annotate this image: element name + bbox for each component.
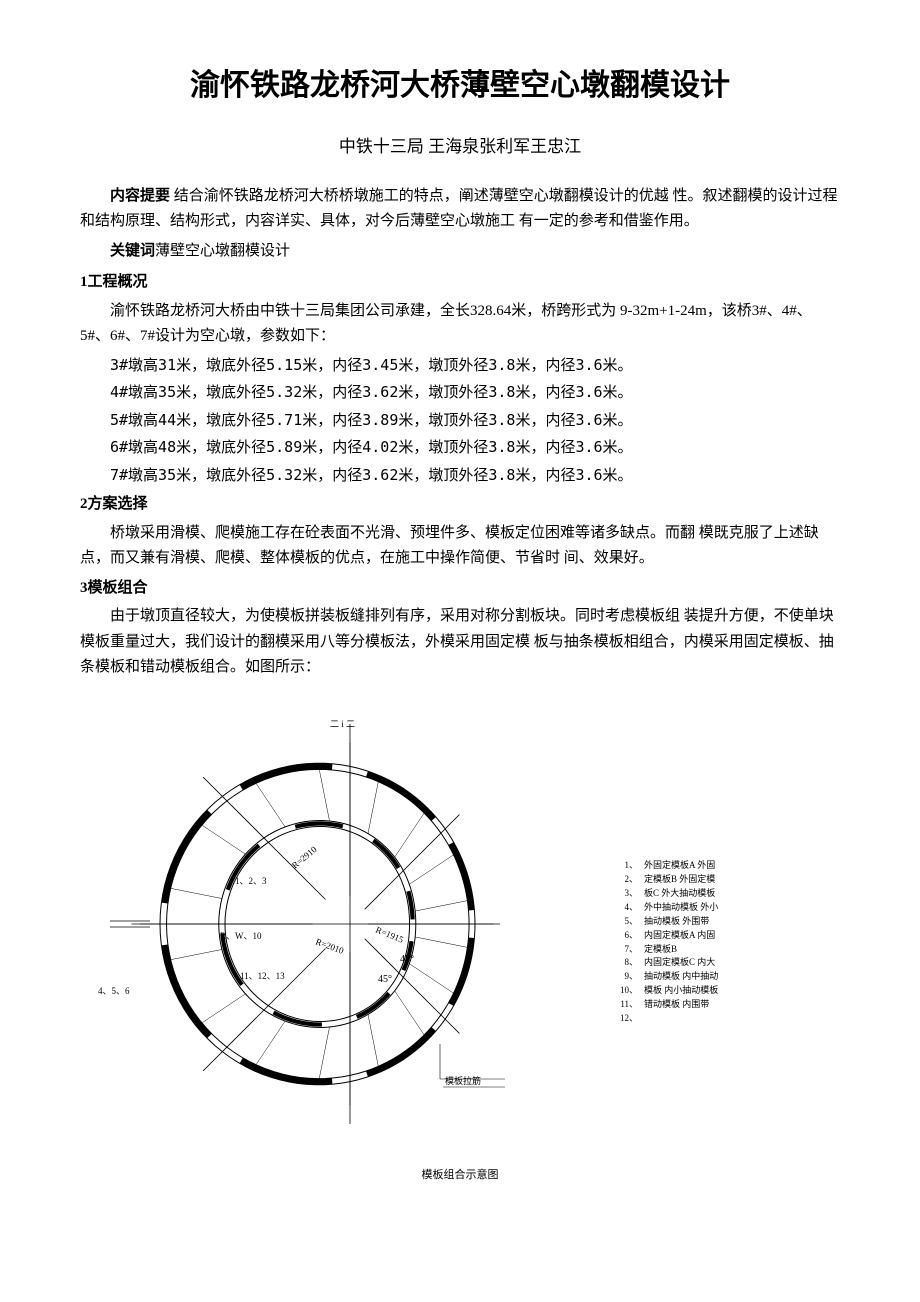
- svg-text:R、W、10: R、W、10: [220, 931, 262, 941]
- section-3-p1: 由于墩顶直径较大，为使模板拼装板缝排列有序，采用对称分割板块。同时考虑模板组 装…: [80, 604, 840, 681]
- legend-item: 5、抽动模板 外围带: [620, 915, 770, 929]
- keywords-text: 薄壁空心墩翻模设计: [155, 243, 290, 259]
- section-3-title: 3模板组合: [80, 576, 840, 602]
- keywords-label: 关键词: [110, 243, 155, 259]
- pier-line: 7#墩高35米，墩底外径5.32米，内径3.62米，墩顶外径3.8米，内径3.6…: [80, 463, 840, 489]
- legend-item: 10、模板 内小抽动模板: [620, 984, 770, 998]
- legend-item: 4、外中抽动模板 外小: [620, 901, 770, 915]
- legend-item: 2、定模板B 外固定模: [620, 873, 770, 887]
- svg-text:R=2910: R=2910: [290, 844, 319, 871]
- svg-text:45°: 45°: [400, 954, 414, 965]
- legend-item: 1、外固定模板A 外固: [620, 859, 770, 873]
- pier-line: 4#墩高35米，墩底外径5.32米，内径3.62米，墩顶外径3.8米，内径3.6…: [80, 380, 840, 406]
- section-2-title: 2方案选择: [80, 492, 840, 518]
- template-assembly-diagram: R=2910 R=2010 R=1915 45° 45° 4、5、6 二 i 二 1、2、3 1…: [80, 709, 600, 1149]
- figure-legend: 1、外固定模板A 外固2、定模板B 外固定模3、板C 外大抽动模板4、外中抽动模…: [620, 709, 770, 1026]
- svg-text:R=1915: R=1915: [374, 924, 405, 944]
- svg-text:4、5、6: 4、5、6: [98, 986, 130, 996]
- svg-text:1、2、3: 1、2、3: [235, 876, 267, 886]
- legend-item: 7、定模板B: [620, 943, 770, 957]
- legend-item: 6、内固定模板A 内固: [620, 929, 770, 943]
- legend-item: 11、错动模板 内围带: [620, 998, 770, 1012]
- section-1-title: 1工程概况: [80, 270, 840, 296]
- pier-line: 6#墩高48米，墩底外径5.89米，内径4.02米，墩顶外径3.8米，内径3.6…: [80, 435, 840, 461]
- authors-line: 中铁十三局 王海泉张利军王忠江: [80, 133, 840, 162]
- figure-caption: 模板组合示意图: [80, 1166, 840, 1185]
- svg-text:11、12、13: 11、12、13: [240, 971, 285, 981]
- abstract-text: 结合渝怀铁路龙桥河大桥桥墩施工的特点，阐述薄壁空心墩翻模设计的优越 性。叙述翻模…: [80, 188, 838, 230]
- page-title: 渝怀铁路龙桥河大桥薄壁空心墩翻模设计: [80, 60, 840, 111]
- svg-text:R=2010: R=2010: [314, 936, 345, 956]
- legend-item: 12、: [620, 1012, 770, 1026]
- legend-item: 3、板C 外大抽动模板: [620, 887, 770, 901]
- abstract-label: 内容提要: [110, 188, 170, 204]
- legend-item: 8、内固定模板C 内大: [620, 956, 770, 970]
- svg-text:45°: 45°: [378, 974, 392, 985]
- svg-text:模板拉筋: 模板拉筋: [445, 1075, 481, 1086]
- svg-text:二 i 二: 二 i 二: [330, 719, 355, 729]
- legend-item: 9、抽动模板 内中抽动: [620, 970, 770, 984]
- pier-line: 3#墩高31米，墩底外径5.15米，内径3.45米，墩顶外径3.8米，内径3.6…: [80, 353, 840, 379]
- figure-container: R=2910 R=2010 R=1915 45° 45° 4、5、6 二 i 二 1、2、3 1…: [80, 709, 840, 1149]
- abstract: 内容提要 结合渝怀铁路龙桥河大桥桥墩施工的特点，阐述薄壁空心墩翻模设计的优越 性…: [80, 184, 840, 235]
- section-2-p1: 桥墩采用滑模、爬模施工存在砼表面不光滑、预埋件多、模板定位困难等诸多缺点。而翻 …: [80, 521, 840, 572]
- section-1-p1: 渝怀铁路龙桥河大桥由中铁十三局集团公司承建，全长328.64米，桥跨形式为 9-…: [80, 299, 840, 350]
- keywords: 关键词薄壁空心墩翻模设计: [80, 239, 840, 265]
- pier-line: 5#墩高44米，墩底外径5.71米，内径3.89米，墩顶外径3.8米，内径3.6…: [80, 408, 840, 434]
